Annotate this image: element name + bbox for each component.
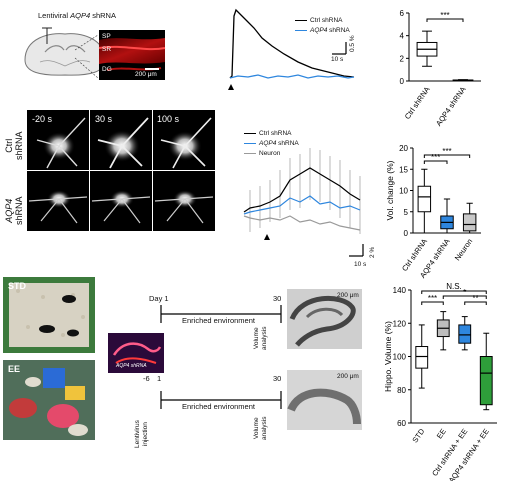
panel-h-box <box>479 356 493 406</box>
panel-c-sig-label: *** <box>440 11 449 20</box>
panel-h-y-label: Hippo. Volume (%) <box>383 321 393 392</box>
panel-h-tick-label: 120 <box>393 319 407 328</box>
panel-f-sig-bracket <box>423 160 448 164</box>
panel-f-sig-label: *** <box>431 153 440 162</box>
neuron-trace <box>243 215 361 231</box>
legend-aqp4: AQP4 shRNA <box>295 27 350 34</box>
panel-h-ns-bracket <box>421 290 487 294</box>
photo-ee-cage: EE <box>3 360 95 440</box>
panel-c-tick-label: 2 <box>400 54 405 63</box>
panel-c-sig-bracket <box>426 18 464 22</box>
panel-h-ns-label: N.S. <box>446 282 462 291</box>
tl1-start: Day 1 <box>149 294 169 303</box>
panel-h-sig-bracket <box>421 301 444 305</box>
panel-f-box <box>417 185 432 213</box>
scalebar-label: 200 μm <box>135 71 157 78</box>
panel-h-sig-label: * <box>463 288 466 297</box>
scalebar <box>145 68 159 70</box>
panel-h-tick-label: 100 <box>393 353 407 362</box>
panel-c-tick-label: 6 <box>400 9 405 18</box>
tl2-mid: 1 <box>157 374 162 383</box>
fluorescence-image-hippocampus: SP SR DG 200 μm <box>98 30 166 80</box>
ctrl-shrna-trace <box>243 167 361 213</box>
image-aqp4-t2 <box>90 171 152 231</box>
legend-ctrl: Ctrl shRNA <box>295 17 343 24</box>
panel-f-sig-bracket <box>423 154 471 158</box>
tl2-start: -6 <box>143 374 150 383</box>
tl1-label: Enriched environment <box>182 316 255 325</box>
inset-aqp4-image: AQP4 shRNA <box>108 333 164 373</box>
scale-x-label: 10 s <box>331 56 344 63</box>
panel-c-tick-label: 4 <box>400 32 405 41</box>
panel-c-tick-label: 0 <box>400 77 405 86</box>
panel-b-trace-plot <box>228 8 355 90</box>
photo-label-std: STD <box>8 281 26 291</box>
panel-f-sig-label: *** <box>442 147 451 156</box>
image-ctrl-t3 <box>153 110 215 170</box>
inset-label: AQP4 shRNA <box>116 363 147 369</box>
ctrl-shrna-trace <box>229 8 355 79</box>
tl1-end: 30 <box>273 294 282 303</box>
legend-neuron: Neuron <box>244 150 280 157</box>
image-aqp4-t3 <box>153 171 215 231</box>
stimulus-arrowhead <box>228 84 234 90</box>
legend-ctrl: Ctrl shRNA <box>244 130 292 137</box>
panel-h-box <box>415 346 429 369</box>
scale-x-label: 10 s <box>354 261 367 268</box>
panel-h-box <box>458 324 472 344</box>
panel-f-tick-label: 5 <box>404 208 409 217</box>
panel-f-box <box>462 213 477 232</box>
layer-label-dg: DG <box>102 66 112 73</box>
layer-label-sr: SR <box>102 46 112 53</box>
tl2-endnote: Volume analysis <box>253 416 268 440</box>
scalebar-label-1: 200 μm <box>337 292 359 299</box>
photo-label-ee: EE <box>8 364 21 374</box>
panel-h-sig-bracket <box>464 301 487 305</box>
aqp4-shrna-trace <box>229 74 355 79</box>
tl2-startnote: Lentivirus injection <box>134 420 149 448</box>
panel-f-y-label: Vol. change (%) <box>385 160 395 220</box>
legend-aqp4: AQP4 shRNA <box>244 140 299 147</box>
time-label-1: -20 s <box>32 114 53 124</box>
panel-f-tick-label: 0 <box>404 229 409 238</box>
panel-f-tick-label: 15 <box>399 165 408 174</box>
photo-std-cage: STD <box>3 277 95 353</box>
layer-label-sp: SP <box>102 33 111 40</box>
tl2-end: 30 <box>273 374 282 383</box>
panel-h-sig-label: ** <box>472 294 478 303</box>
time-label-3: 100 s <box>157 114 180 124</box>
hippocampus-image-ee: 200 μm <box>287 370 362 430</box>
hippocampus-image-std: 200 μm <box>287 289 362 349</box>
panel-a-title: Lentiviral AQP4 shRNA <box>38 11 116 20</box>
time-label-2: 30 s <box>95 114 113 124</box>
panel-e-trace-plot <box>243 148 364 257</box>
stimulus-arrowhead <box>264 234 270 240</box>
image-aqp4-t1 <box>27 171 89 231</box>
panel-h-sig-label: *** <box>428 294 437 303</box>
panel-h-tick-label: 140 <box>393 286 407 295</box>
panel-h-sig-bracket <box>442 295 487 299</box>
tl2-label: Enriched environment <box>182 402 255 411</box>
image-ctrl-t2 <box>90 110 152 170</box>
scalebar-label-2: 200 μm <box>337 373 359 380</box>
tl1-endnote: Volume analysis <box>253 326 268 350</box>
aqp4-shrna-trace <box>243 195 361 215</box>
panel-f-tick-label: 10 <box>399 187 408 196</box>
panel-f-tick-label: 20 <box>399 144 408 153</box>
panel-h-tick-label: 80 <box>397 386 406 395</box>
panel-h-tick-label: 60 <box>397 419 406 428</box>
image-ctrl-t1 <box>27 110 89 170</box>
